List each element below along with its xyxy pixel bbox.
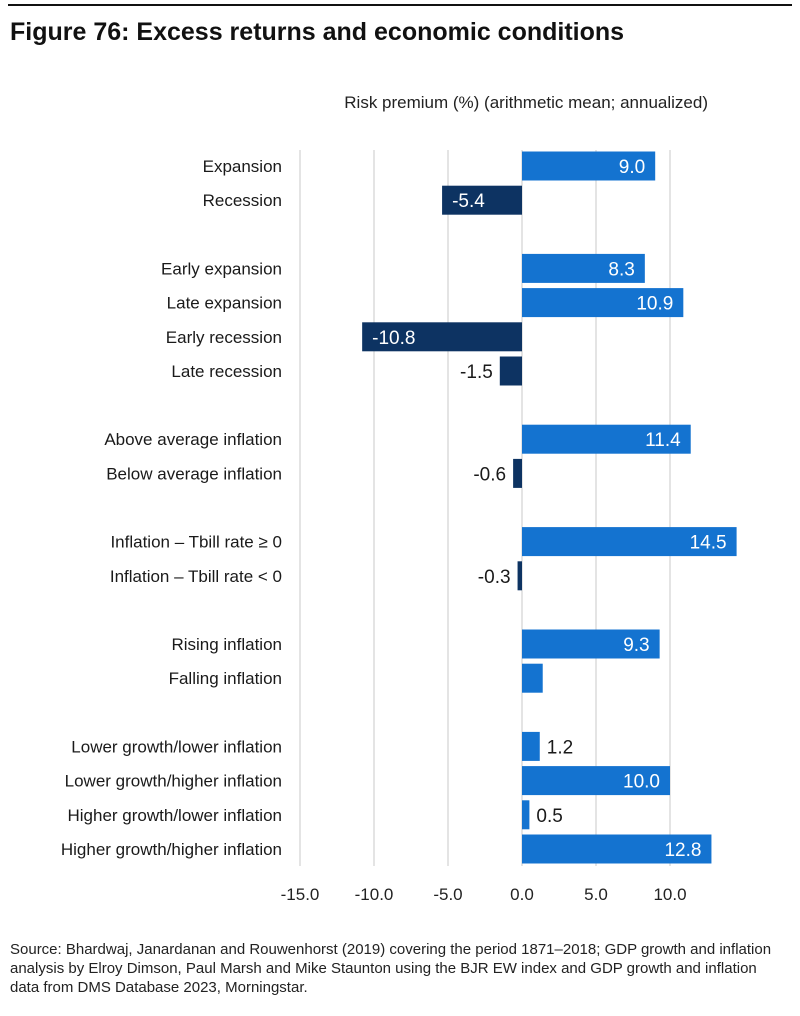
figure-title: Figure 76: Excess returns and economic c… (10, 18, 625, 46)
data-label: -5.4 (452, 191, 485, 212)
bar (522, 151, 656, 181)
bar (513, 458, 522, 488)
bar (517, 561, 522, 591)
category-label: Below average inflation (106, 464, 282, 483)
data-label: 10.0 (623, 772, 660, 793)
x-tick-label: 5.0 (584, 885, 608, 904)
data-label: 14.5 (690, 533, 727, 554)
bar (522, 424, 691, 454)
data-label: 0.5 (536, 806, 562, 827)
labels: Risk premium (%) (arithmetic mean; annua… (61, 93, 727, 904)
x-tick-label: -15.0 (281, 885, 320, 904)
bar (522, 834, 712, 864)
category-label: Expansion (203, 157, 282, 176)
bar-chart: Risk premium (%) (arithmetic mean; annua… (61, 93, 737, 904)
data-label: -0.6 (473, 464, 506, 485)
top-rule (8, 4, 792, 6)
bar (522, 253, 645, 283)
category-label: Inflation – Tbill rate ≥ 0 (110, 533, 282, 552)
bar (522, 663, 543, 693)
category-label: Falling inflation (169, 669, 282, 688)
data-label: -10.8 (372, 328, 415, 349)
bars (362, 151, 737, 864)
bar (522, 629, 660, 659)
source-note: Source: Bhardwaj, Janardanan and Rouwenh… (10, 941, 772, 996)
bar (362, 322, 522, 352)
data-label: 1.2 (547, 737, 573, 758)
data-label: 11.4 (645, 430, 681, 451)
category-label: Early expansion (161, 259, 282, 278)
data-label: -1.5 (460, 362, 493, 383)
category-label: Higher growth/lower inflation (68, 806, 283, 825)
data-label: 8.3 (608, 259, 634, 280)
category-label: Inflation – Tbill rate < 0 (110, 567, 282, 586)
bar (442, 185, 522, 215)
bar (499, 356, 522, 386)
data-label: 10.9 (636, 294, 673, 315)
bar (522, 800, 530, 830)
category-label: Early recession (166, 328, 282, 347)
category-label: Late expansion (167, 294, 282, 313)
x-tick-label: 0.0 (510, 885, 534, 904)
data-label: 12.8 (664, 840, 701, 861)
bar (522, 766, 670, 796)
category-label: Above average inflation (104, 430, 282, 449)
category-label: Late recession (171, 362, 282, 381)
x-axis-title: Risk premium (%) (arithmetic mean; annua… (344, 93, 708, 112)
category-label: Recession (203, 191, 282, 210)
x-tick-label: -5.0 (433, 885, 462, 904)
x-tick-label: -10.0 (355, 885, 394, 904)
x-tick-label: 10.0 (653, 885, 686, 904)
data-label: 9.0 (619, 157, 645, 178)
category-label: Lower growth/higher inflation (65, 772, 282, 791)
bar (522, 288, 684, 318)
bar (522, 731, 540, 761)
bar (522, 527, 737, 557)
category-label: Lower growth/lower inflation (71, 737, 282, 756)
category-label: Rising inflation (171, 635, 282, 654)
data-label: 9.3 (623, 635, 649, 656)
category-label: Higher growth/higher inflation (61, 840, 282, 859)
data-label: -0.3 (478, 567, 511, 588)
